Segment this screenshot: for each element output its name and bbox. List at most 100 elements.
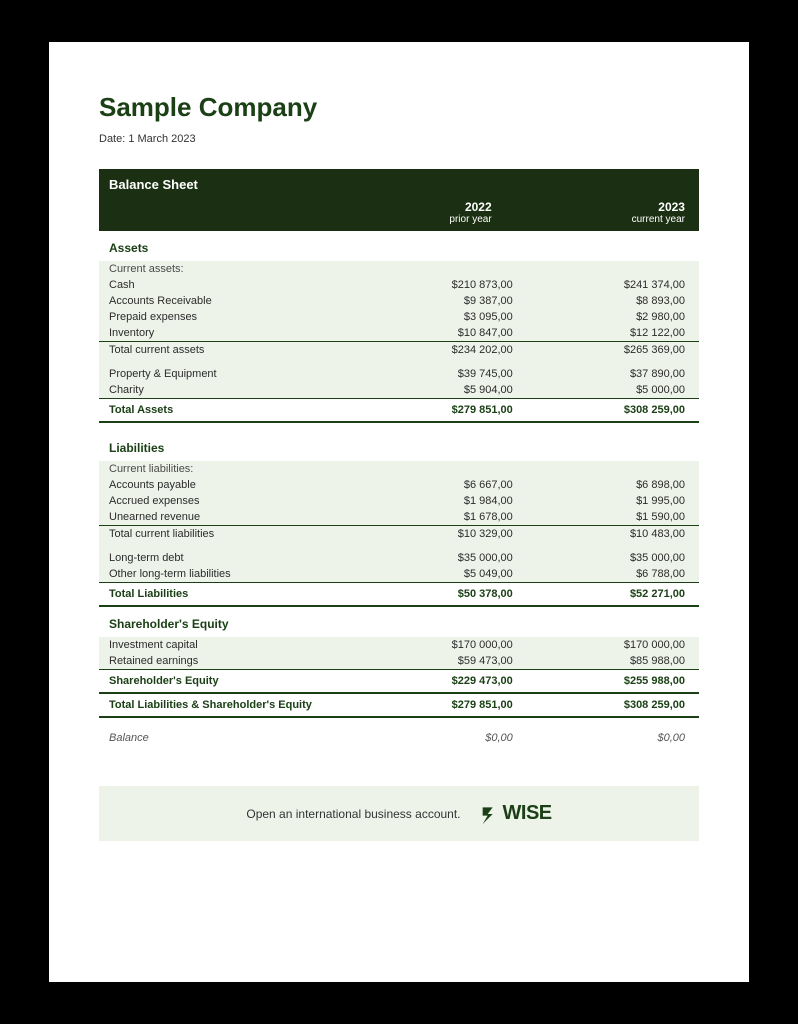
balance-label: Balance (109, 732, 345, 744)
balance-sheet-table: Balance Sheet 2022 prior year 2023 curre… (99, 169, 699, 746)
row-prior: $1 984,00 (345, 495, 517, 507)
table-row: Prepaid expenses $3 095,00 $2 980,00 (99, 309, 699, 325)
row-current: $170 000,00 (517, 639, 689, 651)
row-current: $308 259,00 (517, 699, 689, 711)
row-current: $6 898,00 (517, 479, 689, 491)
row-current: $85 988,00 (517, 655, 689, 667)
row-label: Unearned revenue (109, 511, 345, 523)
company-title: Sample Company (99, 92, 699, 123)
row-label: Total Liabilities & Shareholder's Equity (109, 699, 345, 711)
wise-logo-text: WISE (503, 802, 552, 825)
row-current: $2 980,00 (517, 311, 689, 323)
table-row: Unearned revenue $1 678,00 $1 590,00 (99, 509, 699, 525)
row-prior: $50 378,00 (345, 588, 517, 600)
current-year: 2023 (496, 200, 685, 214)
row-prior: $279 851,00 (345, 404, 517, 416)
current-liabilities-label: Current liabilities: (109, 463, 345, 475)
row-prior: $35 000,00 (345, 552, 517, 564)
total-current-liabilities-row: Total current liabilities $10 329,00 $10… (99, 525, 699, 542)
row-label: Total Assets (109, 404, 345, 416)
row-prior: $5 049,00 (345, 568, 517, 580)
current-liabilities-label-row: Current liabilities: (99, 461, 699, 477)
balance-current: $0,00 (517, 732, 689, 744)
row-prior: $279 851,00 (345, 699, 517, 711)
row-current: $8 893,00 (517, 295, 689, 307)
row-current: $52 271,00 (517, 588, 689, 600)
row-label: Retained earnings (109, 655, 345, 667)
row-label: Accounts payable (109, 479, 345, 491)
row-current: $37 890,00 (517, 368, 689, 380)
sheet-header: Balance Sheet 2022 prior year 2023 curre… (99, 169, 699, 231)
table-row: Inventory $10 847,00 $12 122,00 (99, 325, 699, 341)
row-label: Long-term debt (109, 552, 345, 564)
row-label: Property & Equipment (109, 368, 345, 380)
grand-total-row: Total Liabilities & Shareholder's Equity… (99, 694, 699, 718)
row-prior: $1 678,00 (345, 511, 517, 523)
row-current: $255 988,00 (517, 675, 689, 687)
balance-sheet-page: Sample Company Date: 1 March 2023 Balanc… (49, 42, 749, 982)
row-prior: $10 847,00 (345, 327, 517, 339)
current-year-sub: current year (496, 214, 685, 225)
row-label: Total current liabilities (109, 528, 345, 540)
table-row: Retained earnings $59 473,00 $85 988,00 (99, 653, 699, 669)
row-prior: $59 473,00 (345, 655, 517, 667)
row-prior: $3 095,00 (345, 311, 517, 323)
total-assets-row: Total Assets $279 851,00 $308 259,00 (99, 398, 699, 423)
row-current: $6 788,00 (517, 568, 689, 580)
row-current: $1 995,00 (517, 495, 689, 507)
spacer (99, 542, 699, 550)
balance-prior: $0,00 (345, 732, 517, 744)
row-label: Accrued expenses (109, 495, 345, 507)
equity-title: Shareholder's Equity (99, 607, 699, 637)
table-row: Charity $5 904,00 $5 000,00 (99, 382, 699, 398)
row-label: Other long-term liabilities (109, 568, 345, 580)
current-assets-label-row: Current assets: (99, 261, 699, 277)
row-label: Cash (109, 279, 345, 291)
row-prior: $39 745,00 (345, 368, 517, 380)
row-label: Prepaid expenses (109, 311, 345, 323)
table-row: Other long-term liabilities $5 049,00 $6… (99, 566, 699, 582)
table-row: Long-term debt $35 000,00 $35 000,00 (99, 550, 699, 566)
spacer (99, 423, 699, 431)
table-row: Investment capital $170 000,00 $170 000,… (99, 637, 699, 653)
wise-logo: WISE (481, 802, 552, 825)
total-equity-row: Shareholder's Equity $229 473,00 $255 98… (99, 669, 699, 694)
prior-year-sub: prior year (302, 214, 491, 225)
assets-title: Assets (99, 231, 699, 261)
row-prior: $229 473,00 (345, 675, 517, 687)
date-line: Date: 1 March 2023 (99, 133, 699, 145)
year-header-row: 2022 prior year 2023 current year (109, 200, 689, 231)
spacer (99, 358, 699, 366)
row-label: Inventory (109, 327, 345, 339)
table-row: Property & Equipment $39 745,00 $37 890,… (99, 366, 699, 382)
row-current: $12 122,00 (517, 327, 689, 339)
row-current: $5 000,00 (517, 384, 689, 396)
row-prior: $5 904,00 (345, 384, 517, 396)
row-current: $265 369,00 (517, 344, 689, 356)
row-prior: $210 873,00 (345, 279, 517, 291)
row-current: $10 483,00 (517, 528, 689, 540)
row-prior: $10 329,00 (345, 528, 517, 540)
row-label: Shareholder's Equity (109, 675, 345, 687)
sheet-title: Balance Sheet (109, 177, 689, 200)
year-col-current: 2023 current year (496, 200, 689, 231)
wise-flag-icon (481, 804, 501, 824)
footer-banner: Open an international business account. … (99, 786, 699, 841)
year-col-prior: 2022 prior year (302, 200, 495, 231)
table-row: Accounts payable $6 667,00 $6 898,00 (99, 477, 699, 493)
year-col-spacer (109, 200, 302, 231)
row-current: $241 374,00 (517, 279, 689, 291)
total-liabilities-row: Total Liabilities $50 378,00 $52 271,00 (99, 582, 699, 607)
footer-text: Open an international business account. (246, 807, 460, 821)
row-current: $35 000,00 (517, 552, 689, 564)
table-row: Accrued expenses $1 984,00 $1 995,00 (99, 493, 699, 509)
row-label: Charity (109, 384, 345, 396)
row-current: $308 259,00 (517, 404, 689, 416)
total-current-assets-row: Total current assets $234 202,00 $265 36… (99, 341, 699, 358)
row-prior: $9 387,00 (345, 295, 517, 307)
table-row: Cash $210 873,00 $241 374,00 (99, 277, 699, 293)
row-prior: $234 202,00 (345, 344, 517, 356)
row-label: Total current assets (109, 344, 345, 356)
prior-year: 2022 (302, 200, 491, 214)
row-prior: $170 000,00 (345, 639, 517, 651)
